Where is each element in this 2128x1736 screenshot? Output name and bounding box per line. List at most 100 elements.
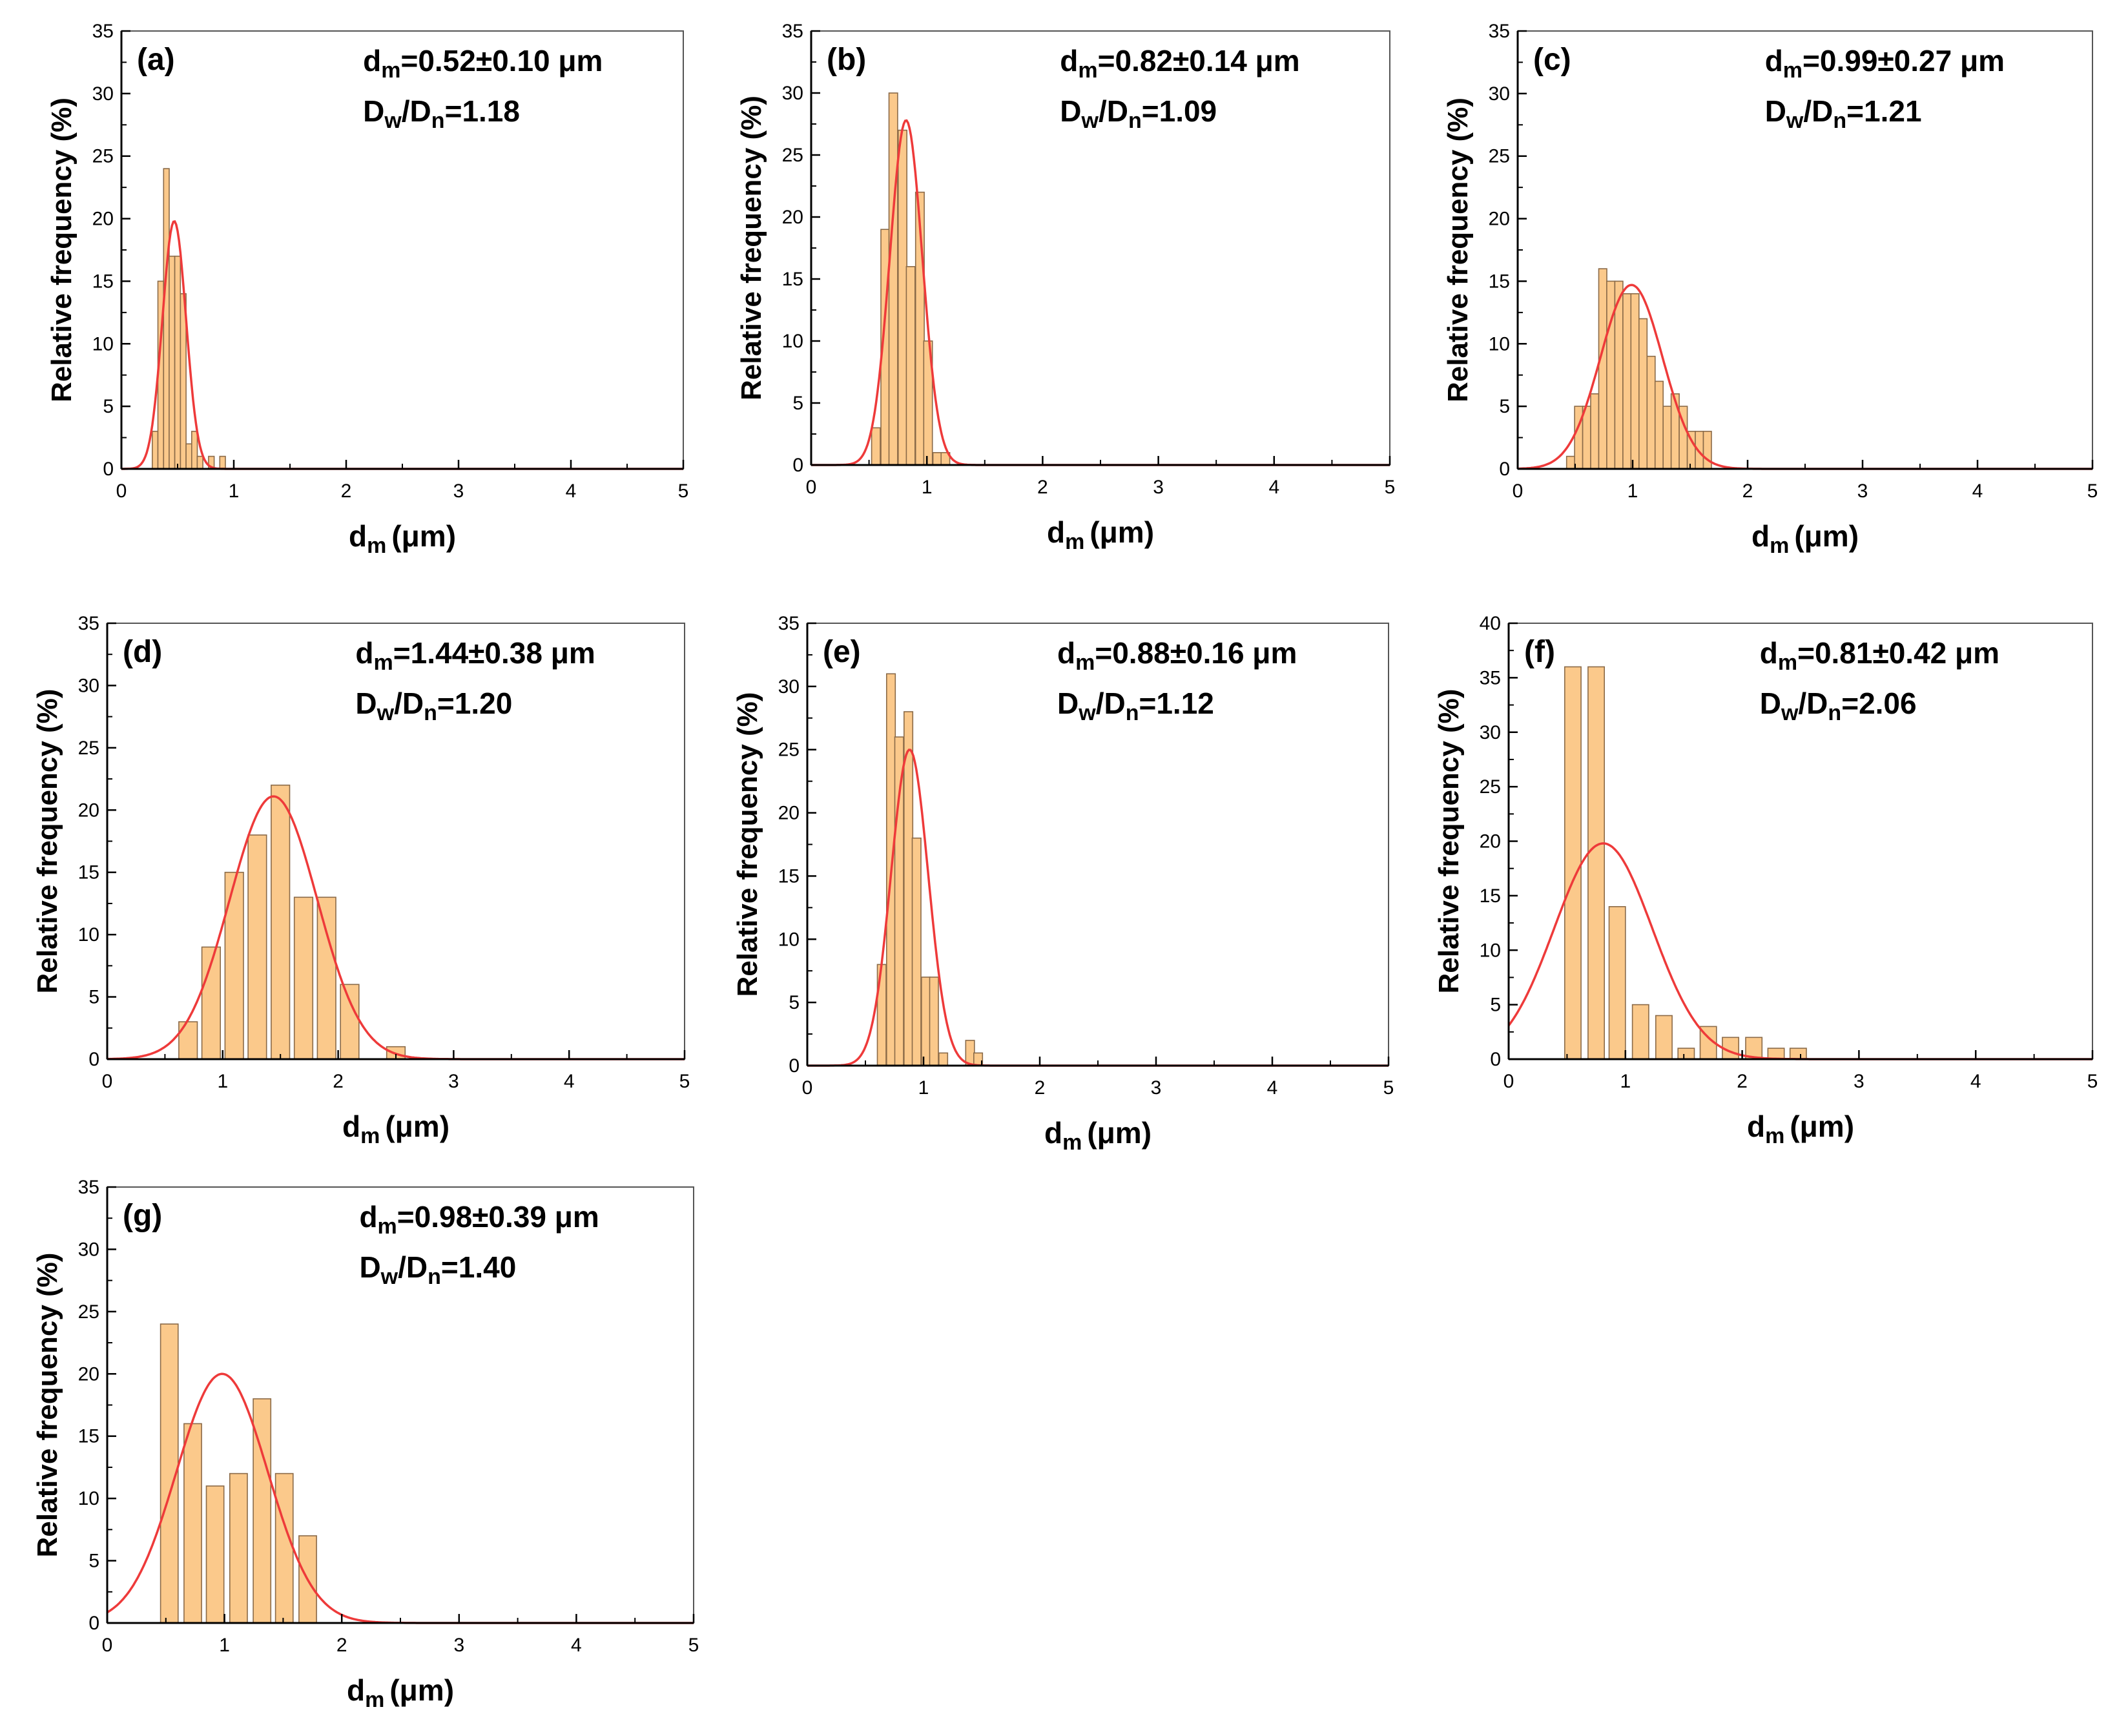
histogram-bar xyxy=(871,427,881,466)
y-tick-label: 0 xyxy=(789,1055,800,1077)
x-tick-label: 1 xyxy=(217,1071,228,1092)
stat-polydispersity: Dw/Dn=1.20 xyxy=(355,687,512,725)
chart-panel: 0 1 2 3 4 5 0 5 10 15 20 25 30 35 Relative frequency (… xyxy=(32,1177,699,1712)
x-tick-label: 4 xyxy=(1970,1071,1981,1092)
chart-panel: 0 1 2 3 4 5 0 5 10 15 20 25 30 35 Relative frequency (… xyxy=(1442,21,2098,558)
histogram-bar xyxy=(1608,906,1626,1060)
x-tick-label: 1 xyxy=(1620,1071,1631,1092)
x-tick-label: 4 xyxy=(1267,1077,1278,1099)
histogram-bar xyxy=(911,837,922,1066)
histogram-bar xyxy=(938,1052,949,1066)
histogram-bar xyxy=(219,455,226,470)
histogram-bar xyxy=(904,711,914,1066)
x-tick-label: 3 xyxy=(1854,1071,1865,1092)
y-tick-label: 25 xyxy=(1489,146,1510,167)
y-tick-label: 5 xyxy=(792,393,803,414)
y-tick-label: 15 xyxy=(92,271,114,292)
y-tick-label: 15 xyxy=(78,1426,99,1447)
x-tick-label: 0 xyxy=(806,477,817,498)
y-tick-label: 30 xyxy=(782,83,803,104)
y-tick-label: 10 xyxy=(78,1488,99,1509)
chart-panel: 0 1 2 3 4 5 0 5 10 15 20 25 30 35 Relative frequency (… xyxy=(46,21,688,558)
x-tick-label: 4 xyxy=(571,1635,582,1656)
histogram-bar xyxy=(1655,1015,1673,1060)
histogram-bar xyxy=(316,896,336,1060)
panel-label: (f) xyxy=(1524,635,1555,669)
y-tick-label: 10 xyxy=(778,929,800,950)
y-tick-label: 15 xyxy=(782,269,803,290)
y-tick-label: 0 xyxy=(88,1613,99,1634)
y-tick-label: 40 xyxy=(1480,613,1501,634)
panel-label: (a) xyxy=(137,43,175,77)
histogram-bar xyxy=(905,265,916,466)
histogram-bar xyxy=(271,784,291,1060)
x-tick-label: 5 xyxy=(1385,477,1396,498)
x-tick-label: 5 xyxy=(2087,1071,2098,1092)
y-tick-label: 20 xyxy=(782,207,803,228)
y-axis-title: Relative frequency (%) xyxy=(1442,98,1474,402)
y-axis-title: Relative frequency (%) xyxy=(732,692,763,997)
x-tick-label: 2 xyxy=(1737,1071,1748,1092)
histogram-bar xyxy=(229,1472,248,1624)
stat-polydispersity: Dw/Dn=1.09 xyxy=(1060,94,1217,133)
y-tick-label: 10 xyxy=(78,924,99,946)
x-tick-label: 0 xyxy=(102,1071,113,1092)
stat-mean-diameter: dm=0.81±0.42 μm xyxy=(1760,636,1999,675)
panel-label: (d) xyxy=(123,635,162,669)
x-tick-label: 2 xyxy=(336,1635,347,1656)
x-tick-label: 0 xyxy=(802,1077,813,1099)
x-tick-label: 3 xyxy=(1151,1077,1162,1099)
y-axis-title: Relative frequency (%) xyxy=(46,98,77,402)
stat-mean-diameter: dm=0.52±0.10 μm xyxy=(363,44,603,83)
histogram-bar xyxy=(274,1472,294,1624)
y-tick-label: 5 xyxy=(789,992,800,1013)
panel-label: (c) xyxy=(1533,43,1571,77)
histogram-bar xyxy=(205,1485,225,1624)
y-tick-label: 30 xyxy=(78,1239,99,1260)
histogram-bar xyxy=(1677,1048,1695,1060)
x-tick-label: 5 xyxy=(679,1071,690,1092)
histogram-bar xyxy=(178,1021,198,1060)
x-tick-label: 3 xyxy=(1857,480,1868,502)
y-tick-label: 35 xyxy=(78,1177,99,1198)
x-axis-title: dm (μm) xyxy=(1047,515,1154,554)
x-tick-label: 1 xyxy=(219,1635,230,1656)
y-tick-label: 25 xyxy=(78,738,99,759)
y-tick-label: 35 xyxy=(78,613,99,634)
x-tick-label: 4 xyxy=(1972,480,1983,502)
x-axis-title: dm (μm) xyxy=(342,1110,449,1148)
x-axis-title: dm (μm) xyxy=(1044,1116,1152,1155)
x-tick-label: 2 xyxy=(341,480,352,502)
histogram-bar xyxy=(1598,268,1607,470)
stat-polydispersity: Dw/Dn=1.12 xyxy=(1057,687,1214,725)
y-tick-label: 20 xyxy=(1489,209,1510,230)
histogram-bar xyxy=(894,736,904,1066)
histogram-bar xyxy=(898,129,908,466)
y-tick-label: 10 xyxy=(92,333,114,355)
histogram-bar xyxy=(1590,393,1600,470)
y-tick-label: 15 xyxy=(78,862,99,884)
histogram-bar xyxy=(293,896,314,1060)
panel-label: (g) xyxy=(123,1199,162,1233)
x-tick-label: 2 xyxy=(1742,480,1753,502)
histogram-bar xyxy=(1606,280,1616,470)
y-tick-label: 30 xyxy=(778,676,800,698)
histogram-bar xyxy=(1622,293,1632,470)
panel-label: (e) xyxy=(823,635,861,669)
y-tick-label: 25 xyxy=(778,739,800,761)
y-tick-label: 10 xyxy=(1489,333,1510,355)
histogram-bar xyxy=(185,443,192,470)
y-tick-label: 5 xyxy=(1499,396,1510,417)
gaussian-fit-line xyxy=(107,795,685,1060)
histogram-bar xyxy=(1587,666,1605,1060)
y-tick-label: 5 xyxy=(1490,995,1501,1016)
x-tick-label: 2 xyxy=(1037,477,1048,498)
y-tick-label: 5 xyxy=(103,396,114,417)
y-tick-label: 25 xyxy=(92,146,114,167)
y-tick-label: 0 xyxy=(88,1049,99,1070)
y-tick-label: 30 xyxy=(78,675,99,696)
y-tick-label: 15 xyxy=(1480,885,1501,907)
x-axis-title: dm (μm) xyxy=(1747,1110,1854,1148)
x-tick-label: 3 xyxy=(453,1635,464,1656)
